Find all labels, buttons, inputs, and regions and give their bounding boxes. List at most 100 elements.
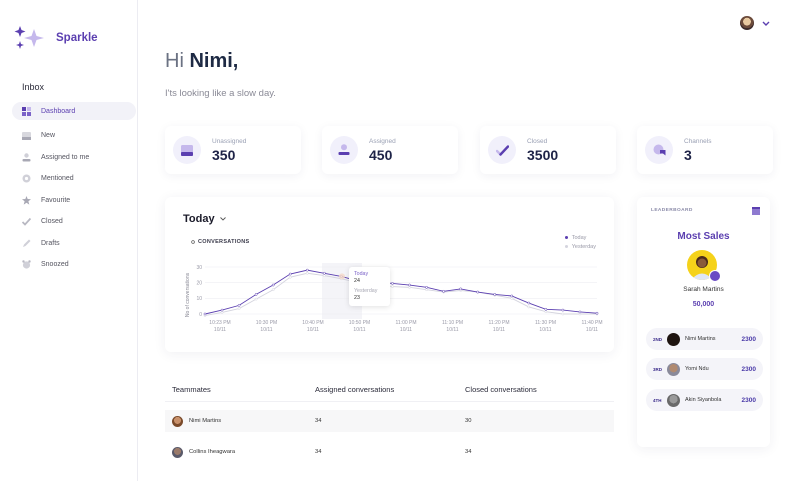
calendar-icon[interactable] [752, 207, 760, 215]
rank-score: 2300 [741, 365, 756, 373]
stat-card-channels[interactable]: Channels 3 [637, 126, 773, 174]
legend-item-today[interactable]: Today [564, 234, 596, 243]
table-header: Teammates Assigned conversations Closed … [165, 378, 614, 402]
svg-text:10/11: 10/11 [353, 327, 365, 333]
closed-count: 30 [465, 418, 472, 424]
svg-text:0: 0 [199, 312, 202, 318]
sidebar-item-label: Dashboard [41, 107, 76, 115]
svg-text:11:00 PM: 11:00 PM [395, 320, 416, 326]
stat-card-closed[interactable]: Closed 3500 [480, 126, 616, 174]
stat-value: 450 [369, 146, 393, 163]
leaderboard-row[interactable]: 2ND Nimi Martins 2300 [646, 328, 763, 350]
sidebar-item-mentioned[interactable]: Mentioned [12, 168, 136, 190]
table-row[interactable]: Collins Iheagwara 34 34 [165, 441, 614, 463]
alarm-clock-icon [22, 260, 31, 269]
sidebar-item-new[interactable]: New [12, 125, 136, 147]
sidebar-item-closed[interactable]: Closed [12, 211, 136, 233]
winner-score: 50,000 [692, 301, 715, 308]
winner-avatar [687, 250, 717, 280]
column-header-closed[interactable]: Closed conversations [465, 385, 537, 394]
inbox-tray-icon [22, 131, 31, 140]
user-menu[interactable] [740, 16, 770, 30]
at-icon [22, 174, 31, 183]
inbox-tray-icon [173, 136, 201, 164]
logo[interactable]: Sparkle [14, 24, 98, 52]
rank-score: 2300 [741, 396, 756, 404]
svg-text:10:23 PM: 10:23 PM [209, 320, 230, 326]
stat-value: 350 [212, 146, 236, 163]
rank-name: Nimi Martins [685, 336, 716, 342]
rank-position: 4TH [653, 397, 662, 403]
sparkle-logo-icon [14, 26, 44, 49]
sidebar-item-label: New [41, 132, 56, 140]
period-dropdown[interactable]: Today [183, 213, 226, 225]
sidebar-item-dashboard[interactable]: Dashboard [12, 102, 136, 120]
pencil-icon [22, 239, 31, 248]
svg-text:10:50 PM: 10:50 PM [349, 320, 370, 326]
stat-label: Unassigned [212, 137, 247, 145]
app-name: Sparkle [56, 32, 98, 44]
page-subtitle: I'ts looking like a slow day. [165, 88, 276, 99]
avatar [667, 332, 680, 346]
leaderboard-title: Most Sales [677, 231, 730, 242]
stat-label: Channels [684, 137, 712, 145]
svg-text:10: 10 [196, 296, 202, 302]
column-header-assigned[interactable]: Assigned conversations [315, 385, 395, 394]
legend-item-yesterday[interactable]: Yesterday [564, 243, 596, 252]
chart-subtitle: CONVERSATIONS [191, 239, 249, 245]
check-icon [488, 136, 516, 164]
chevron-down-icon[interactable] [762, 21, 770, 26]
svg-text:20: 20 [196, 280, 202, 286]
rank-score: 2300 [741, 335, 756, 343]
stat-value: 3 [684, 146, 692, 163]
avatar [667, 393, 680, 407]
sidebar-item-label: Assigned to me [41, 153, 90, 161]
sidebar-item-label: Mentioned [41, 175, 74, 183]
table-row[interactable]: Nimi Martins 34 30 [165, 410, 614, 432]
period-label: Today [183, 213, 215, 225]
page-title: Hi Nimi, [165, 50, 238, 73]
sidebar-item-drafts[interactable]: Drafts [12, 233, 136, 255]
teammate-name: Nimi Martins [189, 418, 222, 424]
svg-text:10/11: 10/11 [539, 327, 551, 333]
assigned-count: 34 [315, 449, 322, 455]
chart-tooltip: Today 24 Yesterday 23 [349, 267, 390, 306]
user-icon [22, 153, 31, 162]
svg-text:11:20 PM: 11:20 PM [488, 320, 509, 326]
svg-text:10/11: 10/11 [214, 327, 226, 333]
chart-legend: Today Yesterday [564, 234, 596, 252]
sidebar-item-favourite[interactable]: Favourite [12, 190, 136, 212]
circle-icon [191, 240, 195, 244]
sidebar-item-label: Favourite [41, 196, 71, 204]
sidebar-item-label: Closed [41, 218, 63, 226]
avatar [172, 446, 183, 458]
winner-name: Sarah Martins [683, 286, 724, 293]
inbox-section-title: Inbox [22, 82, 45, 92]
svg-text:10:40 PM: 10:40 PM [302, 320, 323, 326]
svg-text:10/11: 10/11 [446, 327, 458, 333]
leaderboard-card: LEADERBOARD Most Sales Sarah Martins 50,… [637, 197, 770, 447]
sidebar-item-snoozed[interactable]: Snoozed [12, 254, 136, 276]
avatar [172, 415, 183, 427]
sidebar-item-assigned-to-me[interactable]: Assigned to me [12, 147, 136, 169]
stat-label: Assigned [369, 137, 396, 145]
leaderboard-row[interactable]: 4TH Akin Siyanbola 2300 [646, 389, 763, 411]
sidebar-item-label: Snoozed [41, 261, 69, 269]
user-icon [330, 136, 358, 164]
svg-text:11:10 PM: 11:10 PM [442, 320, 463, 326]
trophy-badge-icon [709, 270, 721, 282]
stat-card-unassigned[interactable]: Unassigned 350 [165, 126, 301, 174]
stat-card-assigned[interactable]: Assigned 450 [322, 126, 458, 174]
user-avatar[interactable] [740, 16, 754, 30]
grid-icon [22, 106, 31, 116]
svg-text:11:40 PM: 11:40 PM [581, 320, 602, 326]
rank-position: 3RD [653, 366, 663, 372]
greeting-name: Nimi, [189, 50, 239, 72]
greeting-prefix: Hi [165, 50, 190, 72]
rank-name: Akin Siyanbola [685, 397, 722, 403]
svg-text:10/11: 10/11 [586, 327, 598, 333]
leaderboard-row[interactable]: 3RD Yomi Ndu 2300 [646, 358, 763, 380]
stat-value: 3500 [527, 146, 559, 163]
column-header-teammates[interactable]: Teammates [172, 385, 211, 394]
